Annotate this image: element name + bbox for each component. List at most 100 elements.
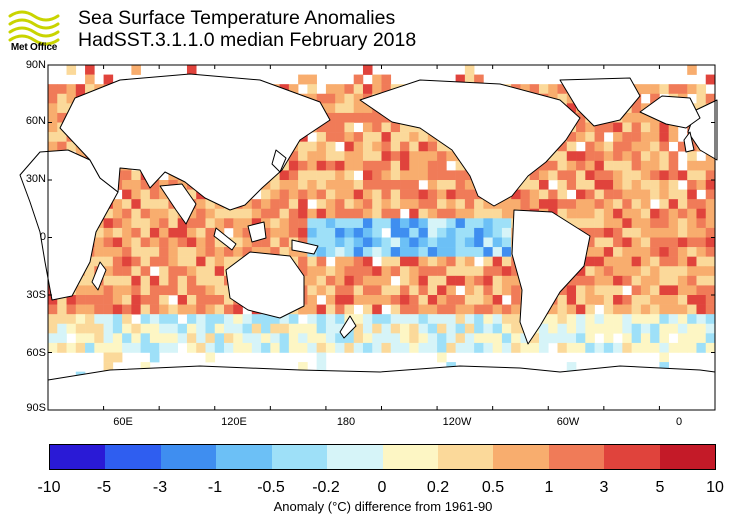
anomaly-cell — [427, 160, 438, 171]
anomaly-cell — [622, 189, 632, 200]
anomaly-cell — [566, 342, 577, 353]
anomaly-cell — [149, 237, 160, 248]
anomaly-cell — [492, 247, 503, 257]
anomaly-cell — [122, 266, 132, 277]
anomaly-cell — [325, 132, 336, 142]
anomaly-cell — [418, 170, 429, 181]
anomaly-cell — [316, 189, 327, 200]
anomaly-cell — [557, 304, 568, 315]
anomaly-cell — [640, 170, 651, 181]
anomaly-cell — [696, 266, 707, 277]
anomaly-cell — [335, 314, 345, 325]
anomaly-cell — [696, 199, 707, 210]
anomaly-cell — [566, 304, 577, 315]
anomaly-cell — [668, 227, 679, 238]
anomaly-cell — [261, 218, 271, 229]
anomaly-cell — [344, 170, 354, 181]
anomaly-cell — [131, 180, 141, 190]
anomaly-cell — [122, 180, 132, 190]
anomaly-cell — [687, 304, 697, 315]
anomaly-cell — [57, 141, 67, 152]
anomaly-cell — [75, 314, 86, 325]
anomaly-cell — [446, 208, 456, 219]
anomaly-cell — [335, 256, 345, 267]
anomaly-cell — [288, 227, 299, 238]
anomaly-cell — [705, 208, 716, 219]
anomaly-cell — [325, 218, 336, 229]
anomaly-cell — [66, 141, 77, 152]
anomaly-cell — [298, 141, 308, 152]
anomaly-cell — [390, 180, 401, 190]
met-office-logo — [8, 10, 60, 46]
anomaly-cell — [205, 247, 216, 257]
anomaly-cell — [446, 227, 456, 238]
anomaly-cell — [464, 199, 475, 210]
anomaly-cell — [557, 323, 568, 334]
anomaly-cell — [687, 295, 697, 305]
anomaly-cell — [668, 342, 679, 353]
anomaly-cell — [464, 304, 475, 315]
anomaly-cell — [353, 266, 364, 277]
anomaly-cell — [603, 180, 614, 190]
anomaly-cell — [288, 342, 299, 353]
anomaly-cell — [650, 208, 660, 219]
anomaly-cell — [353, 295, 364, 305]
anomaly-cell — [335, 266, 345, 277]
anomaly-cell — [455, 256, 466, 267]
anomaly-cell — [585, 160, 595, 171]
anomaly-cell — [335, 208, 345, 219]
anomaly-cell — [566, 208, 577, 219]
anomaly-cell — [214, 266, 225, 277]
anomaly-cell — [85, 84, 95, 95]
anomaly-cell — [677, 295, 688, 305]
anomaly-cell — [446, 189, 456, 200]
anomaly-cell — [75, 333, 86, 344]
anomaly-cell — [177, 247, 188, 257]
anomaly-cell — [446, 256, 456, 267]
anomaly-cell — [112, 323, 123, 334]
anomaly-cell — [668, 304, 679, 315]
anomaly-cell — [57, 112, 67, 123]
anomaly-cell — [464, 227, 475, 238]
anomaly-cell — [696, 314, 707, 325]
anomaly-cell — [427, 247, 438, 257]
anomaly-cell — [427, 170, 438, 181]
anomaly-cell — [576, 323, 586, 334]
anomaly-cell — [362, 84, 373, 95]
anomaly-cell — [131, 237, 141, 248]
anomaly-cell — [316, 266, 327, 277]
lat-label-90s: 90S — [26, 402, 46, 414]
anomaly-cell — [353, 160, 364, 171]
anomaly-cell — [677, 342, 688, 353]
anomaly-cell — [659, 180, 669, 190]
anomaly-cell — [168, 314, 178, 325]
anomaly-cell — [576, 342, 586, 353]
anomaly-cell — [668, 132, 679, 142]
anomaly-cell — [659, 295, 669, 305]
anomaly-cell — [409, 160, 419, 171]
anomaly-cell — [622, 141, 632, 152]
anomaly-cell — [427, 218, 438, 229]
anomaly-cell — [557, 285, 568, 296]
anomaly-cell — [381, 208, 392, 219]
anomaly-cell — [585, 189, 595, 200]
anomaly-cell — [325, 275, 336, 286]
anomaly-cell — [668, 122, 679, 133]
scale-tick: 10 — [706, 479, 724, 496]
anomaly-cell — [622, 266, 632, 277]
anomaly-cell — [186, 189, 197, 200]
anomaly-cell — [650, 218, 660, 229]
anomaly-cell — [140, 362, 151, 372]
anomaly-cell — [409, 266, 419, 277]
anomaly-cell — [557, 314, 568, 325]
anomaly-cell — [492, 323, 503, 334]
anomaly-cell — [362, 342, 373, 353]
logo-text: Met Office — [10, 42, 58, 53]
anomaly-cell — [288, 208, 299, 219]
anomaly-cell — [261, 199, 271, 210]
anomaly-cell — [594, 180, 605, 190]
anomaly-cell — [261, 342, 271, 353]
anomaly-cell — [603, 218, 614, 229]
anomaly-cell — [455, 304, 466, 315]
anomaly-cell — [576, 304, 586, 315]
